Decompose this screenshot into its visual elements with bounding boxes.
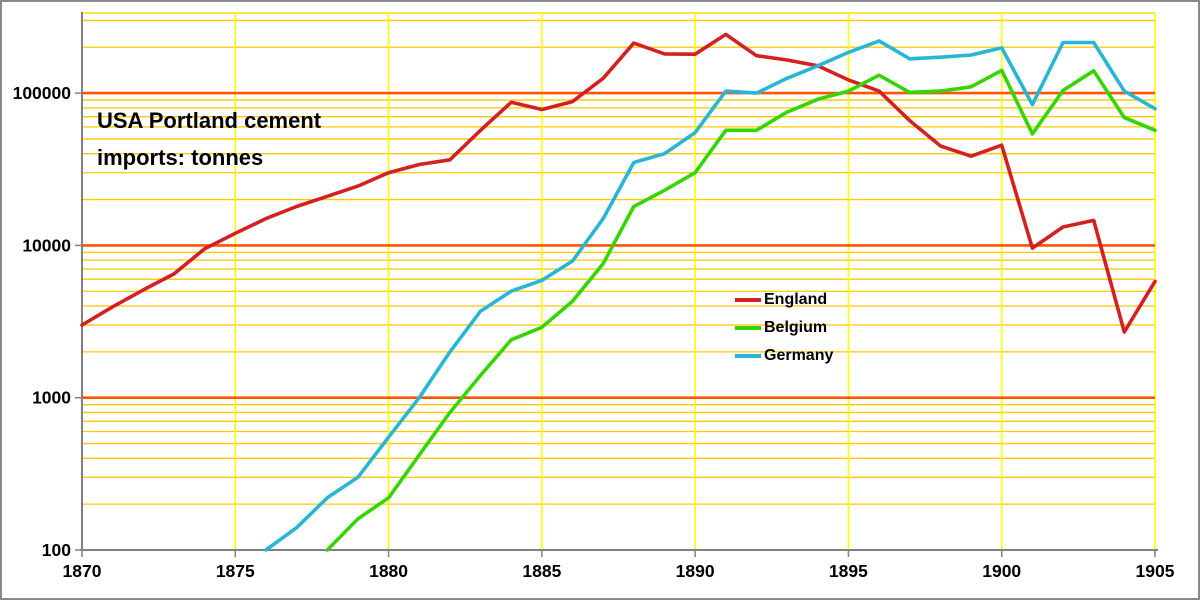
x-axis-label: 1880 <box>369 561 408 581</box>
belgium-line-swatch <box>735 326 761 330</box>
y-axis-label: 10000 <box>22 235 71 255</box>
x-axis-label: 1870 <box>63 561 102 581</box>
series-line-germany <box>264 39 1157 552</box>
legend-label-germany: Germany <box>764 347 834 364</box>
x-axis-label: 1905 <box>1136 561 1175 581</box>
series-line-england <box>80 32 1157 334</box>
england-line-swatch <box>735 298 761 302</box>
chart-title: USA Portland cement imports: tonnes <box>97 102 321 176</box>
x-axis-label: 1885 <box>522 561 561 581</box>
x-axis-label: 1895 <box>829 561 868 581</box>
x-axis-label: 1875 <box>216 561 255 581</box>
chart-title-line1: USA Portland cement <box>97 108 322 133</box>
y-axis-label: 100000 <box>13 83 72 103</box>
y-axis-label: 100 <box>42 540 71 560</box>
legend: England Belgium Germany <box>735 286 833 370</box>
y-axis-label: 1000 <box>32 388 71 408</box>
legend-label-england: England <box>764 291 828 308</box>
legend-item-germany: Germany <box>735 342 833 370</box>
chart-title-line2: imports: tonnes <box>97 145 264 170</box>
series-line-belgium <box>325 68 1157 552</box>
x-axis-label: 1900 <box>982 561 1021 581</box>
germany-line-swatch <box>735 354 761 358</box>
x-axis-label: 1890 <box>676 561 715 581</box>
legend-item-belgium: Belgium <box>735 314 833 342</box>
legend-item-england: England <box>735 286 833 314</box>
legend-label-belgium: Belgium <box>764 319 828 336</box>
